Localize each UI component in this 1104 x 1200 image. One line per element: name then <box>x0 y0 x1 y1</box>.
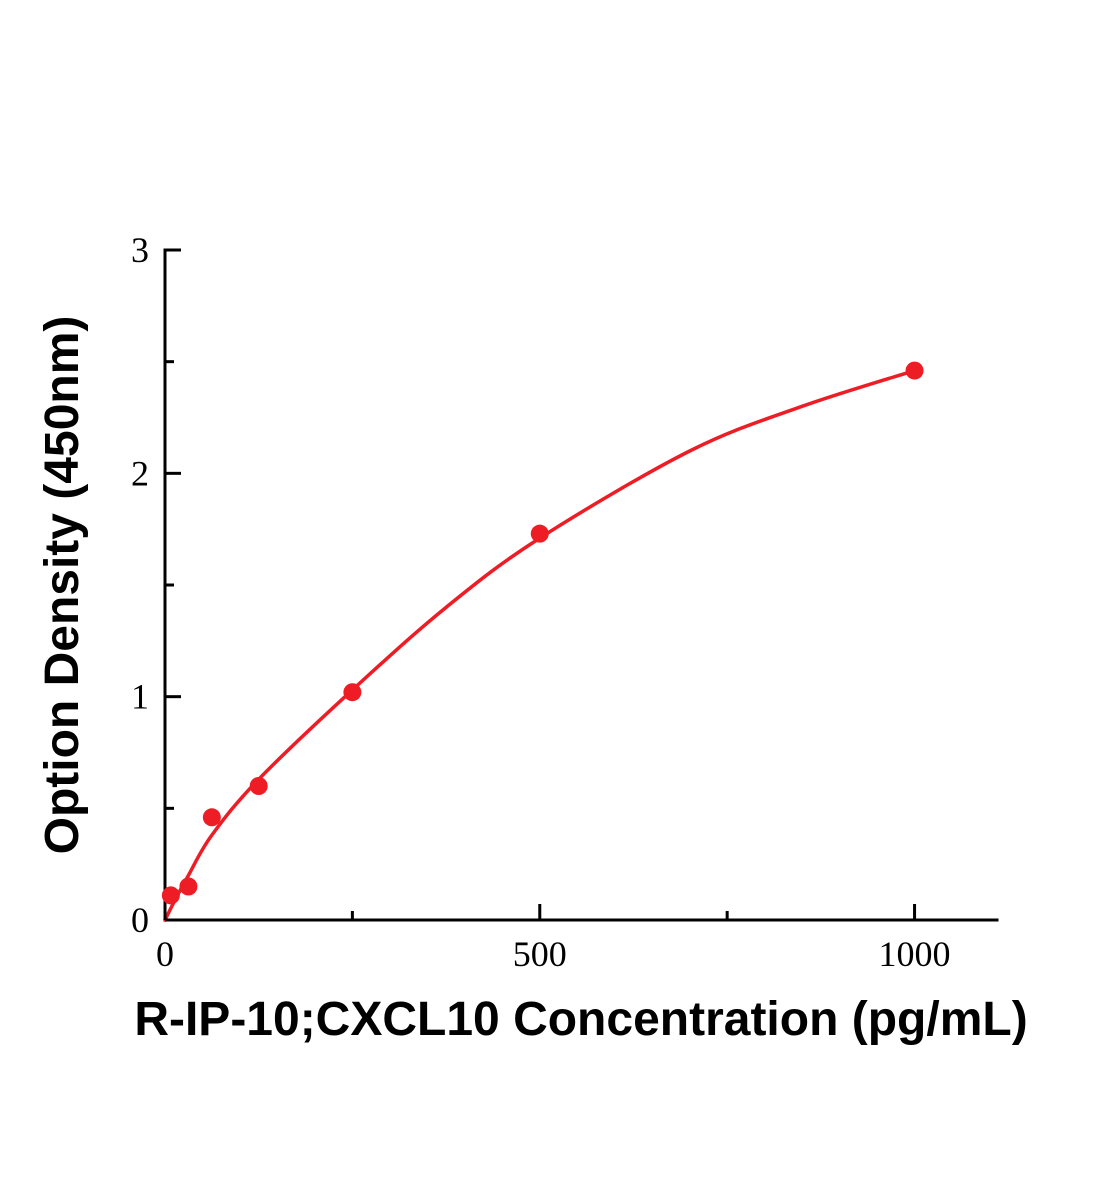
data-point <box>179 877 198 896</box>
points-layer <box>161 361 924 905</box>
y-tick-label: 3 <box>131 230 149 270</box>
x-tick-label: 1000 <box>879 934 951 974</box>
x-tick-label: 500 <box>513 934 567 974</box>
axes-layer <box>163 248 999 922</box>
data-point <box>530 524 549 543</box>
y-tick-label: 0 <box>131 900 149 940</box>
data-point <box>249 777 268 795</box>
y-axis-title: Option Density (450nm) <box>36 316 89 855</box>
data-point <box>343 683 362 702</box>
ticks-layer: 0 500 1000 0 1 2 3 <box>131 230 951 974</box>
x-axis-title: R-IP-10;CXCL10 Concentration (pg/mL) <box>134 993 1027 1046</box>
data-point <box>905 361 924 380</box>
data-point <box>161 886 180 905</box>
fit-curve <box>163 368 917 922</box>
x-tick-label: 0 <box>156 934 174 974</box>
axis-lines <box>163 248 999 922</box>
data-point <box>202 808 221 827</box>
y-tick-label: 1 <box>131 677 149 717</box>
y-tick-label: 2 <box>131 453 149 493</box>
curve-layer <box>163 368 917 922</box>
